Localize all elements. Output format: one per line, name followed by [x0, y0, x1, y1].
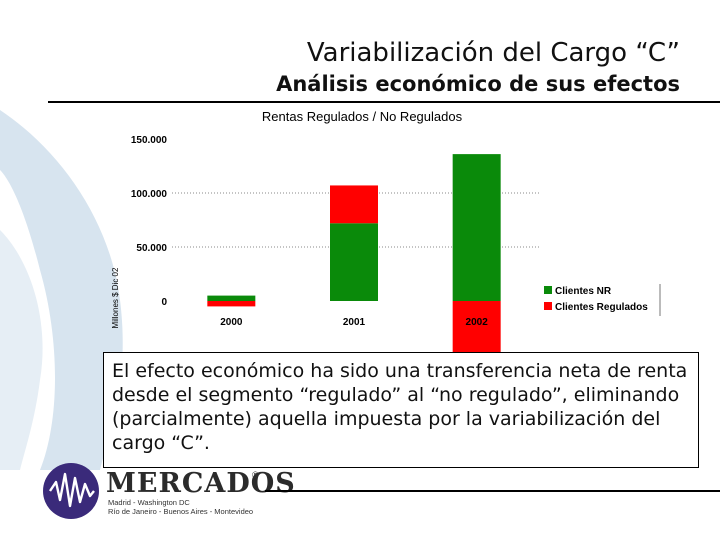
page-subtitle: Análisis económico de sus efectos	[276, 72, 680, 96]
registered-mark: ®	[252, 470, 259, 480]
header-divider	[48, 101, 720, 103]
x-tick-label: 2001	[343, 317, 366, 328]
swoosh-shape	[0, 110, 123, 470]
bar-clientes-regulados	[452, 301, 501, 355]
company-logo: MERCADOS ® Madrid - Washington DC Río de…	[40, 460, 295, 522]
logo-wave-icon	[43, 463, 99, 519]
logo-circle	[43, 463, 99, 519]
logo-cities-line2: Río de Janeiro - Buenos Aires - Montevid…	[108, 507, 254, 516]
bar-clientes-nr	[207, 295, 256, 301]
y-tick-label: 150.000	[131, 135, 168, 146]
legend: Clientes NR Clientes Regulados	[544, 284, 661, 316]
footer-divider	[265, 490, 720, 492]
legend-swatch	[544, 286, 552, 294]
callout-text: El efecto económico ha sido una transfer…	[103, 352, 699, 468]
y-tick-label: 50.000	[136, 243, 167, 254]
logo-wordmark: MERCADOS	[106, 468, 296, 499]
logo-wave	[49, 472, 95, 508]
swoosh-shape-2	[0, 230, 43, 470]
x-tick-label: 2002	[466, 317, 489, 328]
x-tick-labels: 2000 2001 2002	[220, 317, 488, 328]
logo-cities-line1: Madrid - Washington DC	[108, 498, 190, 507]
x-tick-label: 2000	[220, 317, 243, 328]
legend-label: Clientes Regulados	[555, 302, 648, 313]
bar-clientes-nr	[452, 154, 501, 301]
y-tick-label: 0	[161, 297, 167, 308]
bars	[207, 154, 501, 355]
y-axis-label: Millones $ Dic 02	[111, 267, 120, 328]
page-title: Variabilización del Cargo “C”	[306, 38, 680, 68]
chart-title: Rentas Regulados / No Regulados	[262, 109, 463, 124]
bar-clientes-nr	[330, 223, 378, 301]
bar-clientes-regulados	[207, 301, 256, 307]
bar-chart: Rentas Regulados / No Regulados Millones…	[111, 109, 661, 360]
y-tick-label: 100.000	[131, 189, 168, 200]
legend-label: Clientes NR	[555, 286, 612, 297]
legend-swatch	[544, 302, 552, 310]
bar-clientes-regulados	[330, 185, 378, 224]
